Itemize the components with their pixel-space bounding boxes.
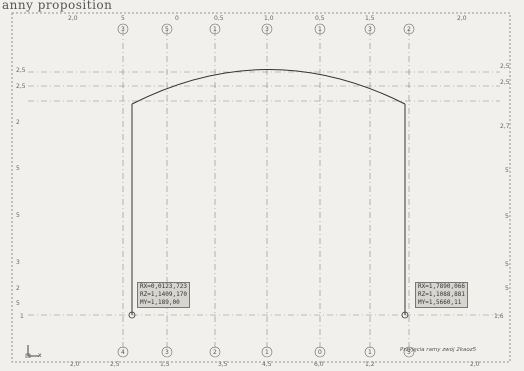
grid-bubble: 0: [314, 346, 326, 358]
left-axis-label: 5: [16, 212, 20, 219]
bottom-axis-label: 1,2: [365, 361, 375, 368]
top-axis-label: 2,0: [457, 15, 467, 22]
grid-bubble: 2: [209, 346, 221, 358]
grid-bubble: 1: [209, 23, 221, 35]
grid-bubble: 3: [364, 23, 376, 35]
ucs-icon: [25, 344, 41, 358]
left-axis-label: 2,5: [16, 83, 26, 90]
ucs-label: x: [38, 352, 42, 359]
grid-bubble: 4: [117, 346, 129, 358]
top-axis-label: 0,5: [315, 15, 325, 22]
bottom-axis-label: 3,5: [218, 361, 228, 368]
bottom-axis-label: 2,0: [70, 361, 80, 368]
footnote: Przyjęcia ramy zwój 2kaoz5: [400, 347, 477, 353]
top-axis-label: 5: [121, 15, 125, 22]
top-axis-label: 1,5: [365, 15, 375, 22]
left-axis-label: 5: [16, 300, 20, 307]
left-axis-label: 2,5: [16, 67, 26, 74]
right-support: [401, 311, 409, 319]
left-axis-labels: 2,5 2,5 2 5 5 3 2 5 1: [16, 67, 26, 320]
top-grid-bubbles: 3 5 1 3 1 3 2: [117, 23, 415, 35]
svg-text:3: 3: [121, 26, 125, 33]
svg-text:4: 4: [121, 349, 125, 356]
right-axis-label: 5: [505, 261, 509, 268]
right-axis-label: 2,5: [500, 79, 510, 86]
bottom-axis-label: 2,5: [110, 361, 120, 368]
left-support: [128, 311, 136, 319]
svg-text:1: 1: [318, 26, 322, 33]
left-reaction-box: RX=0,0123,723 RZ=1,1409,170 MY=1,189,00: [137, 282, 190, 308]
grid-bubble: 2: [403, 23, 415, 35]
svg-text:5: 5: [165, 26, 169, 33]
reaction-line: RZ=1,1088,881: [418, 291, 465, 298]
svg-text:1: 1: [213, 26, 217, 33]
right-reaction-box: RX=1,7890,066 RZ=1,1088,881 MY=1,5660,11: [415, 282, 468, 308]
svg-text:1: 1: [368, 349, 372, 356]
svg-text:5: 5: [407, 349, 411, 356]
top-axis-label: 1,0: [264, 15, 274, 22]
top-axis-label: 2,0: [68, 15, 78, 22]
header-text: anny proposition: [2, 0, 113, 12]
right-axis-label: 5: [505, 167, 509, 174]
frame-members: [131, 69, 406, 315]
grid-bubble: 1: [314, 23, 326, 35]
top-axis-labels: 2,0 5 0 0,5 1,0 0,5 1,5 2,0: [68, 15, 467, 22]
reaction-line: RX=0,0123,723: [140, 283, 187, 290]
svg-text:3: 3: [368, 26, 372, 33]
vertical-grid-lines: [122, 30, 410, 350]
top-axis-label: 0: [175, 15, 179, 22]
svg-text:2: 2: [407, 26, 411, 33]
grid-bubble: 5: [161, 23, 173, 35]
grid-bubble: 3: [117, 23, 129, 35]
reaction-line: RX=1,7890,066: [418, 283, 465, 290]
right-axis-label: 5: [505, 213, 509, 220]
reaction-line: MY=1,5660,11: [418, 299, 462, 306]
reaction-line: MY=1,189,00: [140, 299, 180, 306]
grid-bubble: 1: [364, 346, 376, 358]
arch-beam: [131, 69, 406, 105]
reaction-line: RZ=1,1409,170: [140, 291, 187, 298]
horizontal-grid-lines: [28, 71, 500, 316]
right-axis-label: 5: [505, 285, 509, 292]
bottom-axis-label: 2,0: [470, 361, 480, 368]
drawing-border: [11, 12, 511, 363]
svg-text:1: 1: [265, 349, 269, 356]
right-axis-label: 2,5: [500, 63, 510, 70]
left-axis-label: 5: [16, 165, 20, 172]
bottom-grid-bubbles: 4 3 2 1 0 1 5: [117, 346, 415, 358]
bottom-axis-label: 6,0: [314, 361, 324, 368]
svg-text:3: 3: [165, 349, 169, 356]
grid-bubble: 5: [403, 346, 415, 358]
grid-bubble: 1: [261, 346, 273, 358]
right-axis-labels: 2,5 2,5 2,7 5 5 5 5 1,6: [494, 63, 510, 320]
bottom-axis-labels: 2,0 2,5 1,5 3,5 4,5 6,0 1,2 2,0: [70, 361, 480, 368]
right-axis-label: 2,7: [500, 123, 510, 130]
left-axis-label: 2: [16, 285, 20, 292]
grid-bubble: 3: [261, 23, 273, 35]
bottom-axis-label: 1,5: [160, 361, 170, 368]
left-axis-label: 2: [16, 119, 20, 126]
right-axis-label: 1,6: [494, 313, 504, 320]
left-axis-label: 1: [20, 313, 24, 320]
svg-text:3: 3: [265, 26, 269, 33]
left-axis-label: 3: [16, 259, 20, 266]
svg-text:2: 2: [213, 349, 217, 356]
grid-bubble: 3: [161, 346, 173, 358]
bottom-axis-label: 4,5: [262, 361, 272, 368]
svg-text:0: 0: [318, 349, 322, 356]
top-axis-label: 0,5: [214, 15, 224, 22]
